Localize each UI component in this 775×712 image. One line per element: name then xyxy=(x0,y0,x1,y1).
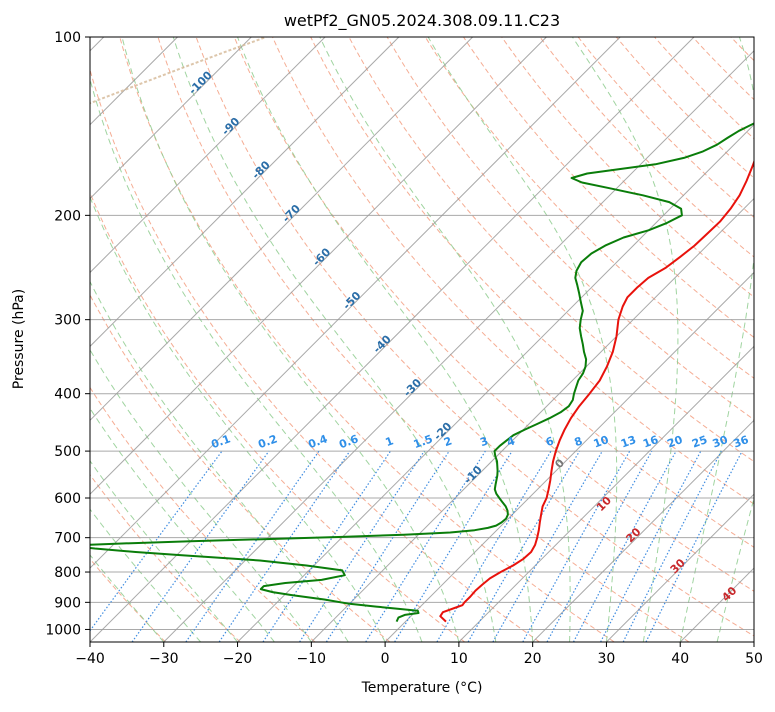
x-tick-label: 50 xyxy=(745,651,763,667)
y-tick-label: 400 xyxy=(54,387,81,403)
chart-title: wetPf2_GN05.2024.308.09.11.C23 xyxy=(284,11,560,31)
x-tick-label: 10 xyxy=(450,651,468,667)
x-tick-label: −20 xyxy=(223,651,253,667)
y-tick-label: 100 xyxy=(54,30,81,46)
y-tick-label: 800 xyxy=(54,565,81,581)
y-tick-label: 500 xyxy=(54,444,81,460)
x-axis-label: Temperature (°C) xyxy=(361,680,483,696)
y-tick-label: 900 xyxy=(54,595,81,611)
x-tick-label: 30 xyxy=(598,651,616,667)
x-tick-label: 40 xyxy=(671,651,689,667)
y-tick-label: 1000 xyxy=(45,622,81,638)
x-tick-label: −30 xyxy=(149,651,179,667)
x-tick-label: −40 xyxy=(75,651,105,667)
y-tick-label: 200 xyxy=(54,208,81,224)
y-tick-label: 600 xyxy=(54,491,81,507)
x-tick-label: 0 xyxy=(381,651,390,667)
x-tick-label: 20 xyxy=(524,651,542,667)
x-tick-label: −10 xyxy=(297,651,327,667)
y-tick-label: 700 xyxy=(54,531,81,547)
y-tick-label: 300 xyxy=(54,313,81,329)
y-axis-label: Pressure (hPa) xyxy=(11,289,27,389)
